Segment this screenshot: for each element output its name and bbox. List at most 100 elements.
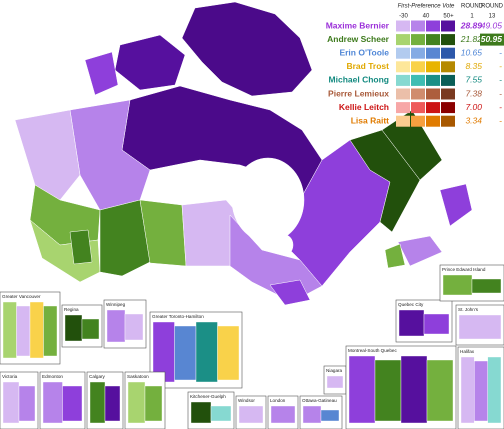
color-swatch — [426, 34, 440, 46]
nwt — [69, 99, 151, 211]
color-swatch — [441, 20, 455, 32]
color-swatch — [411, 20, 425, 32]
round1-value: 7.00 — [465, 102, 482, 112]
inset-region — [81, 318, 100, 340]
inset-region — [487, 356, 502, 424]
round13-value: - — [499, 115, 502, 125]
round13-value: - — [499, 61, 502, 71]
ontario-south — [269, 279, 311, 306]
maritimes — [397, 235, 443, 267]
newfoundland — [439, 183, 473, 227]
color-swatch — [426, 102, 440, 114]
round13-value: - — [499, 75, 502, 85]
winner-box — [480, 33, 504, 46]
inset-label: Prince Edward Island — [442, 267, 486, 272]
inset-region — [2, 301, 17, 359]
color-swatch — [441, 34, 455, 46]
round13-value: - — [499, 47, 502, 57]
color-swatch — [411, 34, 425, 46]
banks-island — [84, 51, 119, 96]
insets: Greater Vancouver Regina Winnipeg Greater T… — [0, 264, 504, 429]
inset-region — [89, 381, 106, 424]
inset-region — [348, 355, 376, 424]
round1-value: 7.38 — [465, 88, 482, 98]
color-swatch — [426, 115, 440, 127]
inset-region — [238, 405, 264, 424]
inset-region — [2, 381, 20, 424]
candidate-name: Pierre Lemieux — [328, 88, 389, 98]
round1-value: 7.55 — [465, 75, 482, 85]
color-swatch — [426, 20, 440, 32]
color-swatch — [396, 61, 410, 73]
scale-label: -30 — [399, 14, 408, 20]
inset-region — [106, 309, 126, 343]
inset-label: Ottawa-Gatineau — [302, 398, 337, 403]
hudson-bay — [231, 157, 305, 243]
arctic-islands — [181, 1, 313, 97]
inset-region — [398, 309, 425, 337]
color-swatch — [441, 61, 455, 73]
color-swatch — [411, 61, 425, 73]
inset-region — [426, 359, 454, 422]
inset-region — [174, 325, 197, 381]
inset-region — [320, 409, 340, 422]
inset-region — [270, 405, 296, 424]
color-swatch — [396, 102, 410, 114]
legend: First-Preference Vote -30 40 50+ ROUND 1 ROUND… — [326, 4, 504, 127]
candidate-name: Brad Trost — [346, 61, 389, 71]
inset-label: Winnipeg — [106, 302, 126, 307]
inset-label: Greater Toronto-Hamilton — [152, 314, 204, 319]
column-header: ROUND — [481, 4, 504, 10]
candidate-name: Maxime Bernier — [326, 20, 390, 30]
inset-label: Victoria — [2, 374, 18, 379]
inset-region — [326, 375, 344, 389]
inset-region — [458, 314, 502, 340]
inset-region — [460, 356, 475, 424]
inset-region — [217, 325, 240, 381]
round13-value: - — [499, 102, 502, 112]
inset-region — [471, 278, 502, 294]
column-header: 13 — [489, 14, 496, 20]
inset-label: Edmonton — [42, 374, 63, 379]
inset-label: Niagara — [326, 368, 343, 373]
candidate-name: Michael Chong — [329, 75, 389, 85]
color-swatch — [396, 74, 410, 86]
inset-region — [474, 360, 488, 422]
inset-label: Kitchener-Guelph — [190, 394, 226, 399]
color-swatch — [411, 115, 425, 127]
alberta — [99, 199, 151, 277]
arctic-islands-west — [114, 34, 186, 91]
color-swatch — [396, 88, 410, 100]
candidate-name: Andrew Scheer — [327, 34, 390, 44]
inset-label: Montreal-South Quebec — [348, 348, 397, 353]
color-swatch — [426, 88, 440, 100]
inset-label: Regina — [64, 307, 79, 312]
color-swatch — [411, 88, 425, 100]
legend-title: First-Preference Vote — [398, 4, 455, 10]
inset-label: Windsor — [238, 398, 255, 403]
round1-value: 3.34 — [465, 115, 482, 125]
inset-region — [64, 314, 83, 342]
inset-region — [400, 355, 428, 424]
color-swatch — [426, 74, 440, 86]
inset-region — [127, 381, 146, 424]
round13-value: - — [499, 88, 502, 98]
new-brunswick — [384, 243, 406, 269]
color-swatch — [396, 20, 410, 32]
inset-region — [16, 305, 31, 357]
inset-label: Quebec City — [398, 302, 424, 307]
round1-value: 8.35 — [465, 61, 482, 71]
column-header: 1 — [470, 14, 474, 20]
inset-label: Halifax — [460, 349, 475, 354]
inset-region — [210, 405, 232, 422]
inset-region — [18, 385, 36, 422]
inset-label: Calgary — [89, 374, 106, 379]
scale-label: 50+ — [443, 14, 454, 20]
column-header: ROUND — [461, 4, 484, 10]
color-swatch — [441, 47, 455, 59]
james-bay — [276, 234, 294, 256]
color-swatch — [441, 115, 455, 127]
candidate-name: Kellie Leitch — [339, 102, 389, 112]
inset-region — [195, 321, 218, 383]
